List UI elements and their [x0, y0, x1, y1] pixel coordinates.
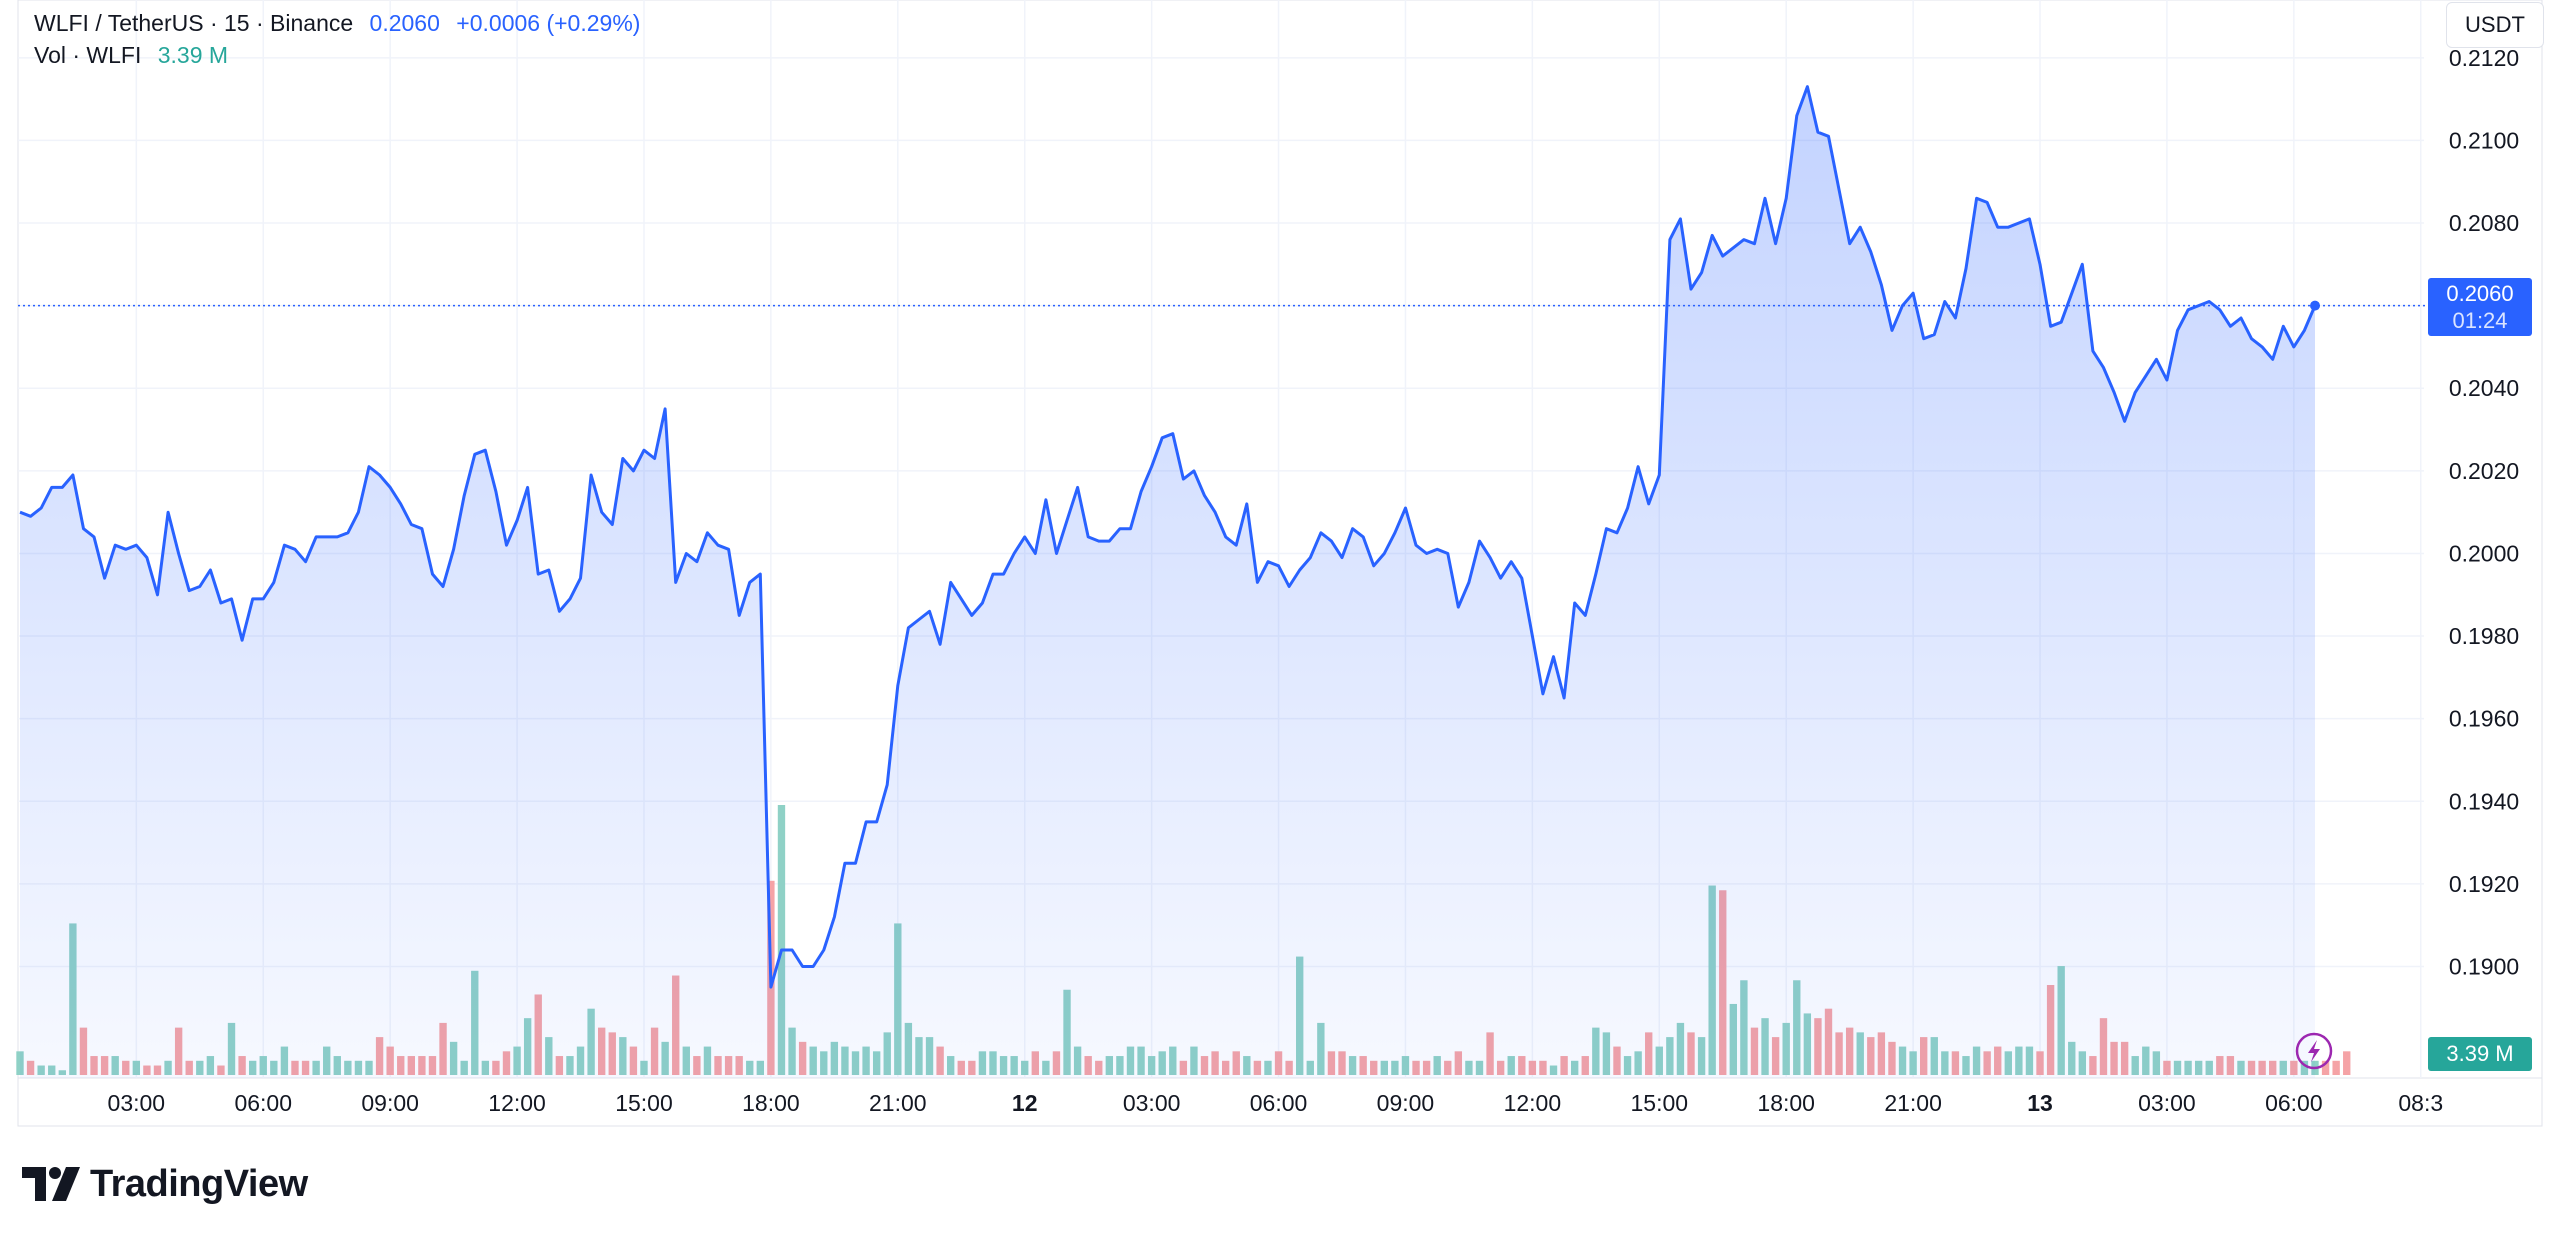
symbol-legend: WLFI / TetherUS · 15 · Binance 0.2060 +0… [34, 10, 650, 37]
price-axis-tick: 0.2120 [2449, 45, 2519, 71]
time-axis-tick: 03:00 [108, 1090, 166, 1116]
time-axis-tick: 06:00 [2265, 1090, 2323, 1116]
price-axis-tick: 0.1920 [2449, 871, 2519, 897]
time-axis-tick: 21:00 [1884, 1090, 1942, 1116]
volume-bar [777, 805, 786, 1075]
time-axis-tick: 08:3 [2398, 1090, 2443, 1116]
replay-lightning-icon[interactable] [2295, 1032, 2333, 1070]
price-axis-tick: 0.2020 [2449, 458, 2519, 484]
symbol-title[interactable]: WLFI / TetherUS · 15 · Binance [34, 10, 354, 36]
volume-value: 3.39 M [157, 42, 229, 68]
time-axis-tick: 18:00 [1757, 1090, 1815, 1116]
price-axis-tick: 0.2080 [2449, 210, 2519, 236]
time-axis-tick: 12:00 [1504, 1090, 1562, 1116]
last-price-value: 0.2060 [369, 10, 440, 36]
time-axis-tick: 21:00 [869, 1090, 927, 1116]
price-axis-tick: 0.2100 [2449, 127, 2519, 153]
time-axis-tick: 18:00 [742, 1090, 800, 1116]
bar-countdown: 01:24 [2452, 307, 2508, 333]
time-axis-tick: 03:00 [2138, 1090, 2196, 1116]
time-axis-tick: 06:00 [234, 1090, 292, 1116]
volume-legend: Vol · WLFI 3.39 M [34, 42, 238, 69]
time-axis-tick: 15:00 [615, 1090, 673, 1116]
time-axis-tick: 12 [1012, 1090, 1038, 1116]
volume-bar [2343, 1051, 2351, 1075]
price-area-fill [20, 86, 2315, 1078]
price-axis-tick: 0.2000 [2449, 540, 2519, 566]
time-axis: 03:00 06:00 09:00 12:00 15:00 18:00 21:00 12 03:… [108, 1090, 2444, 1116]
last-price-dot [2310, 300, 2320, 311]
volume-badge: 3.39 M [2428, 1037, 2532, 1071]
volume-bar [2332, 1060, 2340, 1075]
last-price-badge-value: 0.2060 [2446, 280, 2514, 306]
time-axis-tick: 12:00 [488, 1090, 546, 1116]
time-axis-tick: 06:00 [1250, 1090, 1308, 1116]
price-axis: 0.2120 0.2100 0.2080 0.2060 0.2040 0.2020 0.20… [2449, 45, 2519, 980]
tradingview-logo[interactable]: TradingView [22, 1160, 308, 1208]
price-axis-tick: 0.1940 [2449, 788, 2519, 814]
volume-bar [2321, 1060, 2330, 1075]
time-axis-tick: 13 [2027, 1090, 2053, 1116]
price-axis-tick: 0.1960 [2449, 706, 2519, 732]
time-axis-tick: 09:00 [1377, 1090, 1435, 1116]
price-axis-tick: 0.2040 [2449, 375, 2519, 401]
tradingview-logo-icon [22, 1167, 80, 1201]
price-axis-tick: 0.1980 [2449, 623, 2519, 649]
price-line [19, 85, 2317, 989]
volume-label[interactable]: Vol · WLFI [34, 42, 142, 68]
time-axis-tick: 09:00 [361, 1090, 419, 1116]
time-axis-tick: 15:00 [1631, 1090, 1689, 1116]
tradingview-logo-text: TradingView [90, 1162, 308, 1205]
currency-button[interactable]: USDT [2446, 2, 2544, 48]
chart-frame [17, 0, 2543, 1127]
price-change-value: +0.0006 (+0.29%) [456, 10, 641, 36]
last-price-badge: 0.2060 01:24 [2428, 277, 2532, 336]
time-axis-tick: 03:00 [1123, 1090, 1181, 1116]
price-axis-tick: 0.1900 [2449, 953, 2519, 979]
